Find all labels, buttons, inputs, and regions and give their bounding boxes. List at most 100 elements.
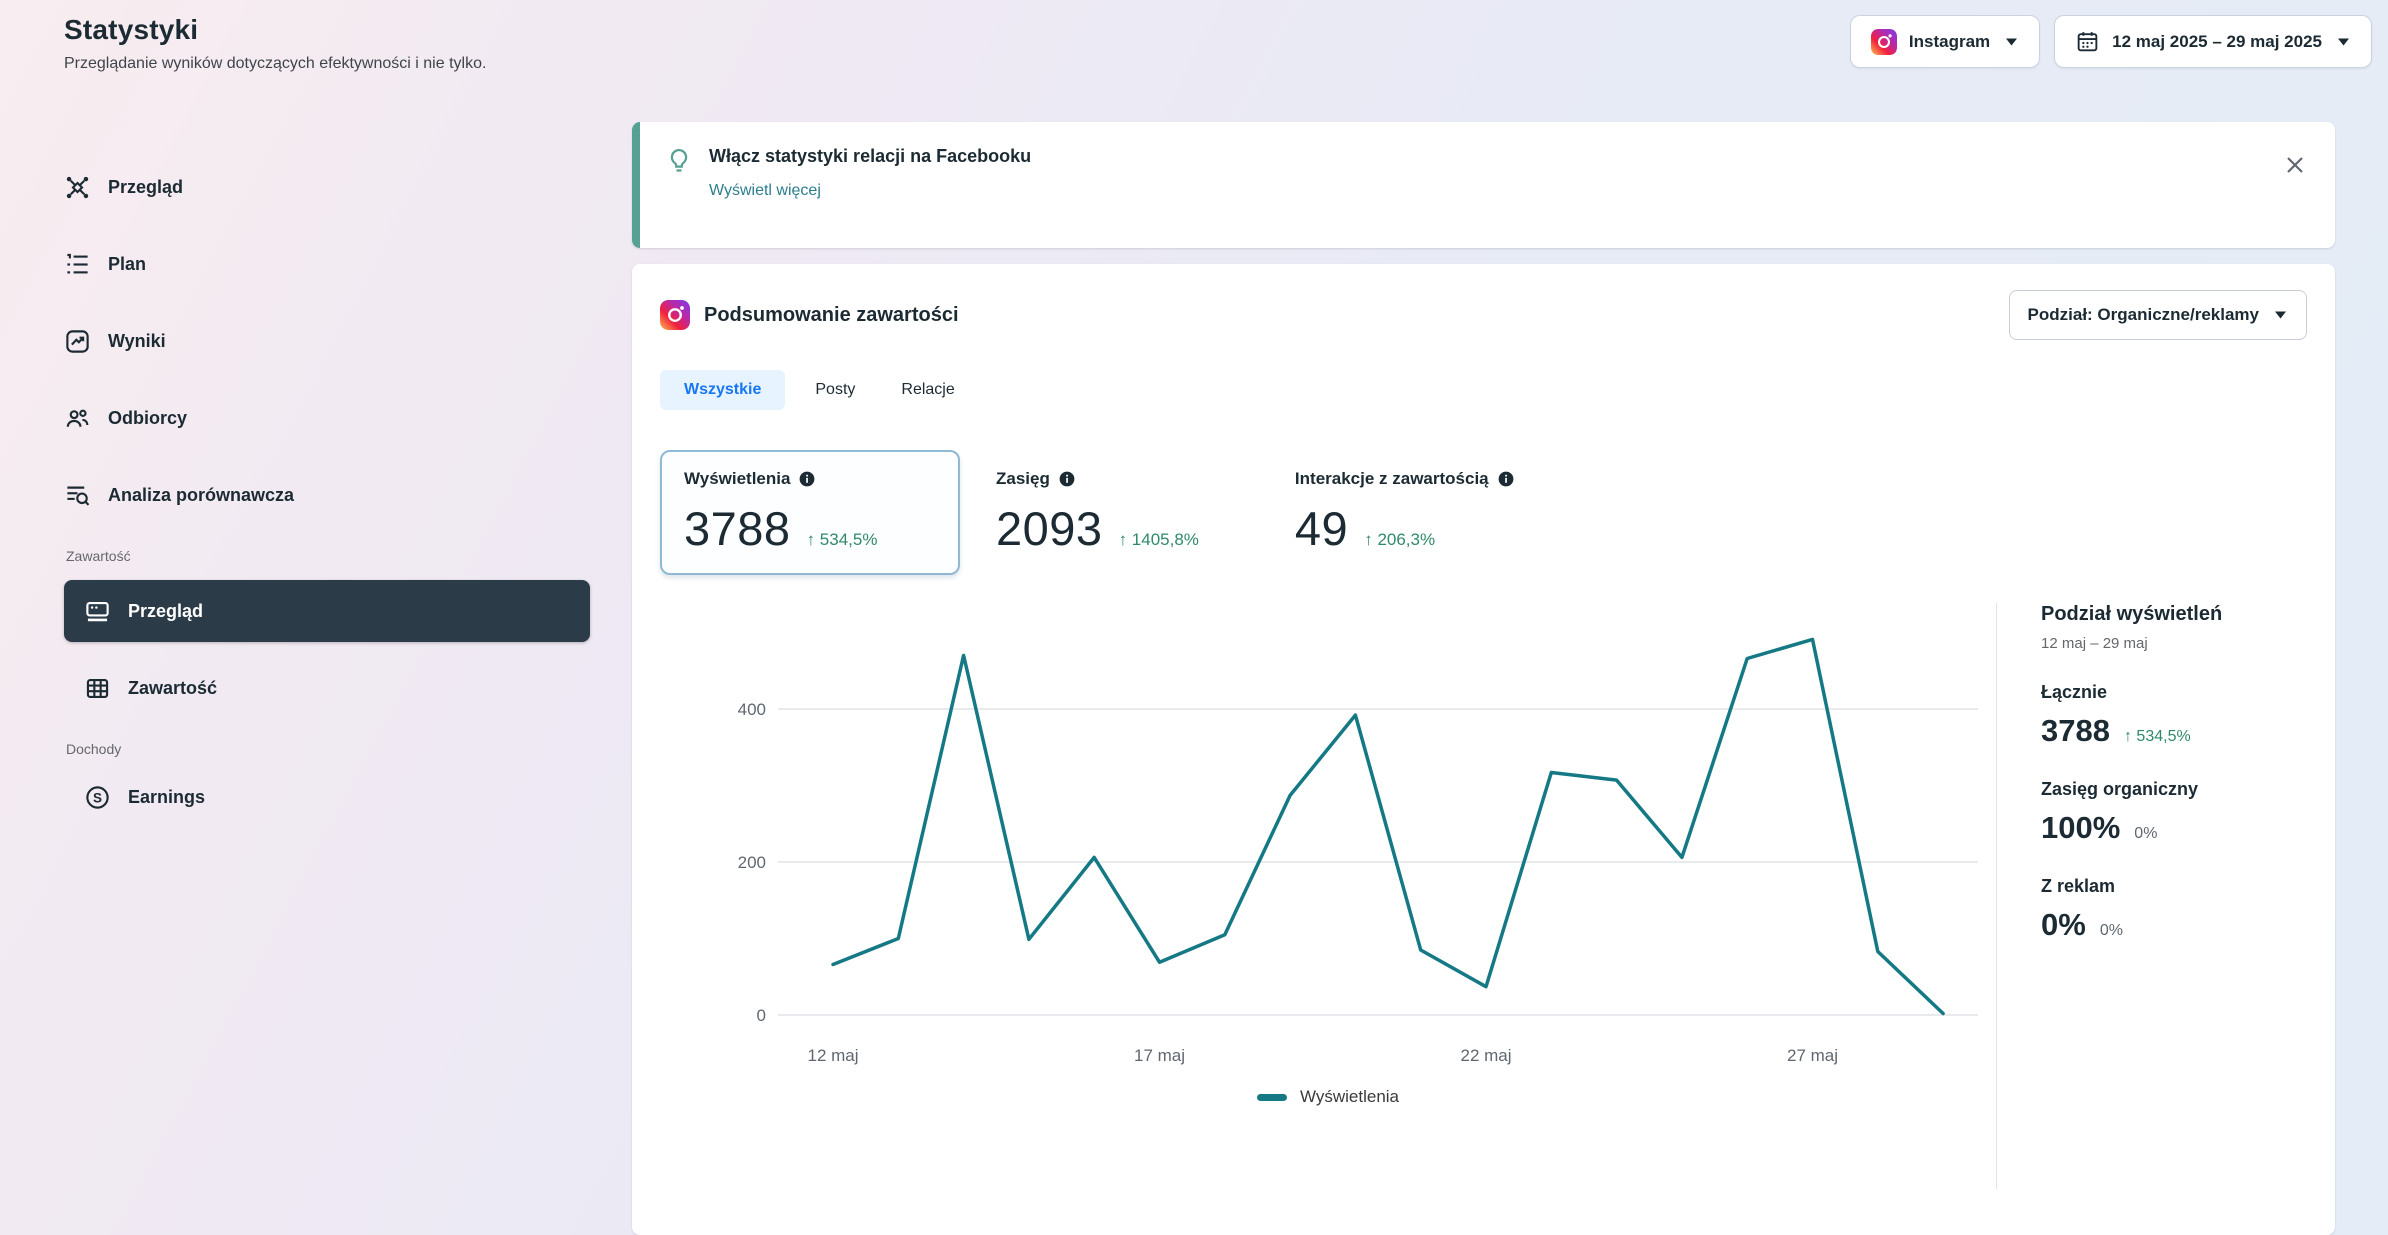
views-breakdown-panel: Podział wyświetleń 12 maj – 29 maj Łączn…: [1997, 595, 2307, 1235]
sidebar-item-label: Przegląd: [128, 601, 203, 622]
panel-delta: ↑ 534,5%: [2124, 728, 2191, 746]
sidebar-item-label: Earnings: [128, 787, 205, 808]
metric-cards: Wyświetlenia 3788 ↑ 534,5%: [660, 450, 2307, 575]
panel-value: 3788: [2041, 713, 2110, 749]
metric-delta: ↑ 206,3%: [1364, 530, 1435, 550]
page-header: Statystyki Przeglądanie wyników dotycząc…: [64, 14, 486, 73]
sidebar-section-dochody: Dochody: [66, 741, 590, 757]
metric-delta: ↑ 534,5%: [807, 530, 878, 550]
arrow-up-icon: ↑: [1119, 530, 1132, 549]
panel-delta: 0%: [2134, 825, 2157, 843]
svg-text:12 maj: 12 maj: [807, 1046, 858, 1065]
instagram-icon: [660, 300, 690, 330]
panel-value: 100%: [2041, 810, 2120, 846]
svg-text:400: 400: [738, 700, 766, 719]
info-icon[interactable]: [1059, 471, 1075, 487]
sidebar-item-zawartosc[interactable]: Zawartość: [64, 664, 590, 712]
views-chart-area: 020040012 maj17 maj22 maj27 maj Wyświetl…: [660, 595, 1996, 1235]
legend-line-swatch: [1257, 1094, 1287, 1101]
info-icon[interactable]: [799, 471, 815, 487]
card-title: Podsumowanie zawartości: [704, 304, 959, 327]
info-icon[interactable]: [1498, 471, 1514, 487]
page-title: Statystyki: [64, 14, 486, 46]
chevron-down-icon: [2336, 37, 2351, 47]
tab-wszystkie[interactable]: Wszystkie: [660, 370, 785, 410]
arrow-up-icon: ↑: [807, 530, 820, 549]
sidebar-item-label: Analiza porównawcza: [108, 485, 294, 506]
banner-close-button[interactable]: [2281, 152, 2309, 180]
account-selector-button[interactable]: Instagram: [1850, 15, 2040, 68]
panel-delta: 0%: [2100, 922, 2123, 940]
metric-card-wyswietlenia[interactable]: Wyświetlenia 3788 ↑ 534,5%: [660, 450, 960, 575]
svg-text:0: 0: [757, 1006, 766, 1025]
banner-accent-bar: [632, 122, 640, 248]
panel-title: Podział wyświetleń: [2041, 603, 2307, 626]
results-chart-icon: [64, 328, 91, 355]
content-overview-card-icon: [84, 598, 111, 625]
sidebar-item-odbiorcy[interactable]: Odbiorcy: [64, 394, 590, 442]
ordered-list-icon: [64, 251, 91, 278]
chevron-down-icon: [2004, 37, 2019, 47]
sidebar-item-analiza-porownawcza[interactable]: Analiza porównawcza: [64, 471, 590, 519]
close-icon: [2284, 154, 2306, 176]
sidebar-item-wyniki[interactable]: Wyniki: [64, 317, 590, 365]
sidebar-item-label: Wyniki: [108, 331, 166, 352]
lightbulb-icon: [664, 146, 694, 176]
panel-date-range: 12 maj – 29 maj: [2041, 635, 2307, 652]
chart-legend: Wyświetlenia: [660, 1087, 1996, 1107]
date-range-button[interactable]: 12 maj 2025 – 29 maj 2025: [2054, 15, 2372, 68]
chevron-down-icon: [2273, 310, 2288, 320]
metric-card-zasieg[interactable]: Zasięg 2093 ↑ 1405,8%: [996, 450, 1199, 575]
tab-posty[interactable]: Posty: [799, 370, 871, 410]
svg-text:22 maj: 22 maj: [1460, 1046, 1511, 1065]
panel-row-zasieg-organiczny: Zasięg organiczny 100% 0%: [2041, 779, 2307, 846]
breakdown-selector-label: Podział: Organiczne/reklamy: [2028, 305, 2259, 325]
panel-value: 0%: [2041, 907, 2086, 943]
dollar-circle-icon: S: [84, 784, 111, 811]
arrow-up-icon: ↑: [2124, 728, 2136, 745]
sidebar-item-plan[interactable]: Plan: [64, 240, 590, 288]
metric-value: 2093: [996, 501, 1103, 556]
sidebar-item-label: Odbiorcy: [108, 408, 187, 429]
panel-row-lacznie: Łącznie 3788 ↑ 534,5%: [2041, 682, 2307, 749]
facebook-stories-banner: Włącz statystyki relacji na Facebooku Wy…: [632, 122, 2335, 248]
metric-value: 49: [1295, 501, 1348, 556]
metric-value: 3788: [684, 501, 791, 556]
metric-label: Wyświetlenia: [684, 469, 790, 489]
audience-people-icon: [64, 405, 91, 432]
metric-delta: ↑ 1405,8%: [1119, 530, 1199, 550]
content-summary-card: Podsumowanie zawartości Podział: Organic…: [632, 264, 2335, 1235]
banner-title: Włącz statystyki relacji na Facebooku: [709, 146, 1031, 167]
header-controls: Instagram 12 maj 2025 – 29 maj 2025: [1850, 15, 2372, 68]
see-more-link[interactable]: Wyświetl więcej: [709, 182, 821, 200]
benchmark-search-icon: [64, 482, 91, 509]
sidebar-item-zawartosc-przeglad[interactable]: Przegląd: [64, 580, 590, 642]
sidebar-item-earnings[interactable]: S Earnings: [64, 773, 590, 821]
sidebar-item-przeglad[interactable]: Przegląd: [64, 163, 590, 211]
instagram-icon: [1871, 29, 1897, 55]
sidebar-item-label: Przegląd: [108, 177, 183, 198]
metric-label: Zasięg: [996, 469, 1050, 489]
main-content: Włącz statystyki relacji na Facebooku Wy…: [632, 122, 2335, 1235]
content-tabs: Wszystkie Posty Relacje: [660, 370, 2307, 410]
views-line-chart: 020040012 maj17 maj22 maj27 maj: [660, 609, 1996, 1071]
date-range-label: 12 maj 2025 – 29 maj 2025: [2112, 32, 2322, 52]
breakdown-selector-button[interactable]: Podział: Organiczne/reklamy: [2009, 290, 2307, 340]
sidebar-item-label: Zawartość: [128, 678, 217, 699]
tab-relacje[interactable]: Relacje: [885, 370, 970, 410]
metric-label: Interakcje z zawartością: [1295, 469, 1489, 489]
metric-card-interakcje[interactable]: Interakcje z zawartością 49 ↑ 206,3%: [1295, 450, 1514, 575]
insights-page: Statystyki Przeglądanie wyników dotycząc…: [0, 0, 2388, 1235]
svg-text:27 maj: 27 maj: [1787, 1046, 1838, 1065]
arrow-up-icon: ↑: [1364, 530, 1377, 549]
calendar-icon: [2075, 29, 2100, 54]
svg-text:S: S: [93, 790, 102, 805]
svg-text:17 maj: 17 maj: [1134, 1046, 1185, 1065]
sidebar: Przegląd Plan Wyniki: [64, 163, 590, 850]
page-subtitle: Przeglądanie wyników dotyczących efektyw…: [64, 55, 486, 73]
sidebar-section-zawartosc: Zawartość: [66, 548, 590, 564]
content-table-icon: [84, 675, 111, 702]
overview-hub-icon: [64, 174, 91, 201]
sidebar-item-label: Plan: [108, 254, 146, 275]
legend-label: Wyświetlenia: [1300, 1087, 1399, 1107]
